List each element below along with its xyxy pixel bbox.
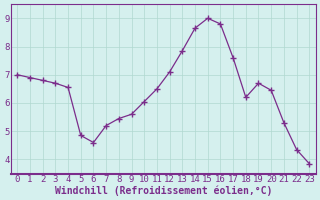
X-axis label: Windchill (Refroidissement éolien,°C): Windchill (Refroidissement éolien,°C) [55, 185, 272, 196]
